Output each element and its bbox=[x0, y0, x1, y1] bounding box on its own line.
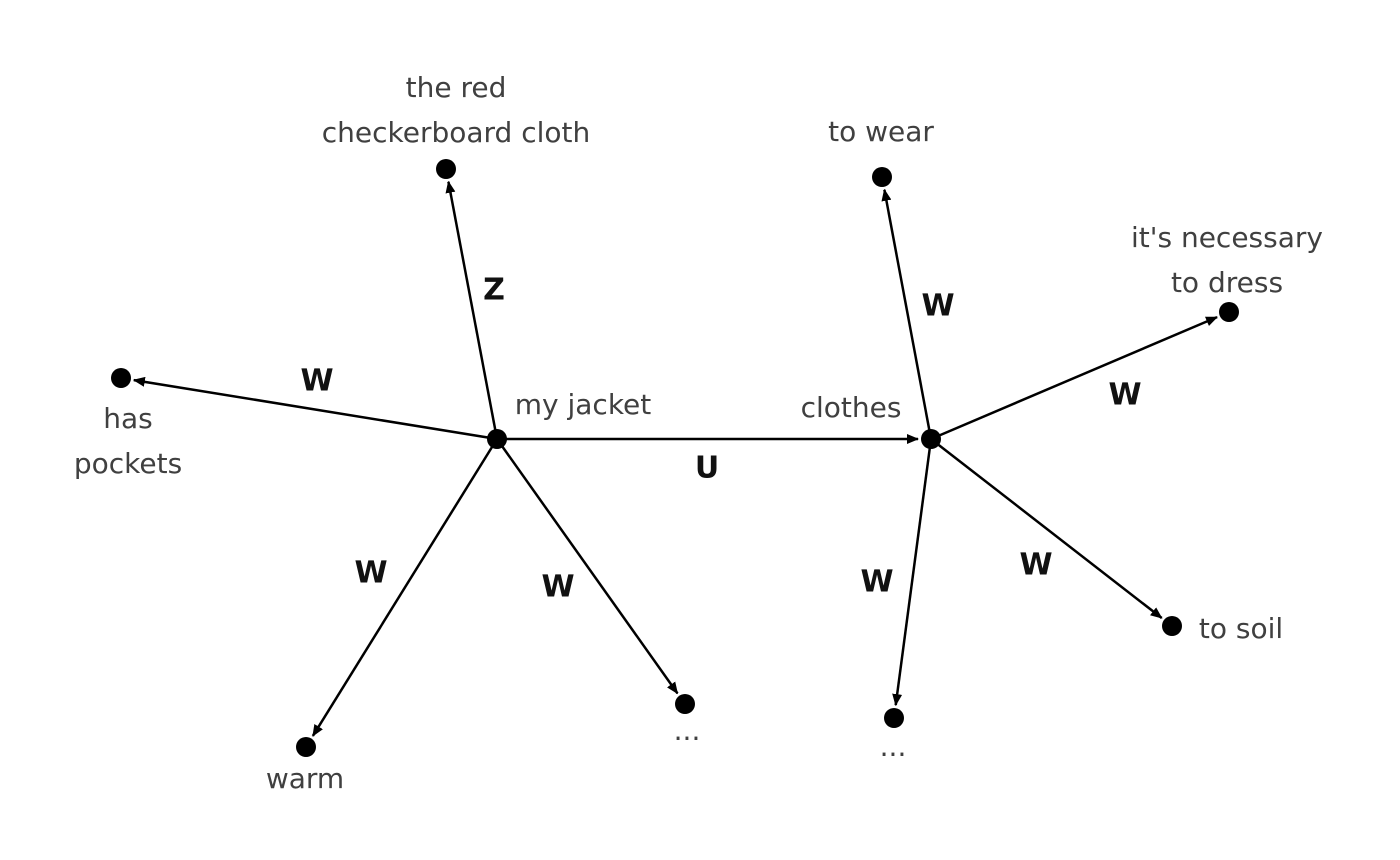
node-label-line: my jacket bbox=[515, 388, 652, 421]
node-label-line: it's necessary bbox=[1131, 221, 1323, 254]
node-label-line: ... bbox=[674, 714, 701, 747]
node-label-line: checkerboard cloth bbox=[322, 116, 591, 149]
edge-label-e_warm: W bbox=[354, 556, 387, 591]
edge-label-e_clothes: U bbox=[695, 451, 719, 486]
node-label-clothes: clothes bbox=[801, 391, 902, 424]
edge-label-e_checkerboard: Z bbox=[483, 273, 505, 308]
node-label-to_wear: to wear bbox=[828, 115, 934, 148]
edge-label-e_clothes_more: W bbox=[860, 565, 893, 600]
node-label-line: warm bbox=[266, 762, 344, 795]
node-label-has_pockets: has pockets bbox=[74, 402, 182, 480]
node-label-line: clothes bbox=[801, 391, 902, 424]
node-label-line: pockets bbox=[74, 447, 182, 480]
node-label-line: ... bbox=[880, 730, 907, 763]
node-label-my_jacket: my jacket bbox=[515, 388, 652, 421]
node-label-line: to soil bbox=[1199, 612, 1283, 645]
labels-layer: Z W W W U W W W Wmy jacket clothes the red checkerb… bbox=[74, 71, 1323, 795]
edge-clothes-to-necessary bbox=[930, 315, 1218, 441]
edge-my_jacket-to-jacket_more bbox=[495, 438, 679, 695]
edge-label-e_necessary: W bbox=[1108, 378, 1141, 413]
node-label-line: to dress bbox=[1171, 266, 1283, 299]
node-label-line: has bbox=[103, 402, 153, 435]
edge-label-e_soil: W bbox=[1019, 548, 1052, 583]
node-label-to_soil: to soil bbox=[1199, 612, 1283, 645]
edge-my_jacket-to-warm bbox=[311, 438, 499, 737]
edge-my_jacket-to-checkerboard bbox=[445, 180, 499, 440]
node-dot-necessary bbox=[1219, 302, 1239, 322]
nodes-layer bbox=[111, 159, 1239, 757]
edge-label-e_pockets: W bbox=[300, 364, 333, 399]
node-dot-checkerboard bbox=[436, 159, 456, 179]
node-dot-has_pockets bbox=[111, 368, 131, 388]
edge-label-e_wear: W bbox=[921, 289, 954, 324]
edge-clothes-to-clothes_more bbox=[892, 438, 933, 707]
node-dot-clothes bbox=[921, 429, 941, 449]
edge-clothes-to-to_soil bbox=[930, 438, 1163, 620]
node-label-necessary: it's necessary to dress bbox=[1131, 221, 1323, 299]
node-dot-warm bbox=[296, 737, 316, 757]
node-dot-my_jacket bbox=[487, 429, 507, 449]
edges-layer bbox=[132, 180, 1218, 737]
edge-my_jacket-to-has_pockets bbox=[132, 376, 498, 441]
node-dot-to_wear bbox=[872, 167, 892, 187]
node-dot-jacket_more bbox=[675, 694, 695, 714]
node-label-line: the red bbox=[406, 71, 507, 104]
node-label-jacket_more: ... bbox=[674, 714, 701, 747]
node-label-warm: warm bbox=[266, 762, 344, 795]
node-label-line: to wear bbox=[828, 115, 934, 148]
node-dot-clothes_more bbox=[884, 708, 904, 728]
edge-clothes-to-to_wear bbox=[881, 188, 933, 440]
edge-label-e_jacket_more: W bbox=[541, 570, 574, 605]
node-dot-to_soil bbox=[1162, 616, 1182, 636]
node-label-checkerboard: the red checkerboard cloth bbox=[322, 71, 591, 149]
node-label-clothes_more: ... bbox=[880, 730, 907, 763]
